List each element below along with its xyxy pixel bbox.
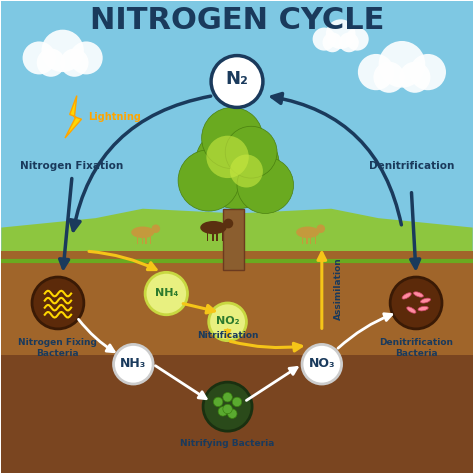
Circle shape (114, 345, 153, 384)
Circle shape (390, 277, 442, 329)
FancyArrowPatch shape (70, 96, 211, 230)
Circle shape (410, 54, 446, 90)
Text: NITROGEN CYCLE: NITROGEN CYCLE (90, 6, 384, 35)
FancyBboxPatch shape (142, 236, 143, 244)
Ellipse shape (200, 221, 227, 234)
Circle shape (232, 397, 242, 407)
Circle shape (211, 55, 263, 108)
Circle shape (237, 157, 293, 213)
FancyBboxPatch shape (221, 232, 223, 241)
Text: NO₂: NO₂ (216, 316, 239, 326)
Text: N₂: N₂ (226, 70, 248, 88)
Circle shape (23, 41, 55, 74)
FancyBboxPatch shape (315, 236, 316, 244)
Circle shape (326, 19, 356, 49)
FancyBboxPatch shape (145, 236, 146, 244)
FancyArrowPatch shape (338, 314, 392, 348)
Circle shape (152, 225, 160, 233)
Ellipse shape (418, 306, 428, 311)
FancyArrowPatch shape (318, 253, 326, 328)
FancyBboxPatch shape (216, 232, 218, 241)
Text: Denitrification
Bacteria: Denitrification Bacteria (379, 338, 453, 358)
Text: Nitrogen Fixing
Bacteria: Nitrogen Fixing Bacteria (18, 338, 97, 358)
FancyBboxPatch shape (150, 236, 151, 244)
Circle shape (322, 33, 342, 52)
Circle shape (346, 27, 369, 51)
FancyArrowPatch shape (79, 319, 114, 352)
FancyArrowPatch shape (155, 366, 206, 399)
FancyBboxPatch shape (207, 232, 208, 241)
Circle shape (223, 404, 232, 414)
FancyBboxPatch shape (310, 236, 311, 244)
Circle shape (223, 219, 233, 228)
Text: Assimilation: Assimilation (334, 257, 343, 320)
FancyArrowPatch shape (246, 367, 297, 401)
Circle shape (195, 124, 279, 209)
Circle shape (178, 150, 239, 211)
Circle shape (41, 30, 84, 72)
Circle shape (339, 33, 359, 52)
Circle shape (230, 155, 263, 188)
Circle shape (358, 54, 394, 90)
Circle shape (203, 382, 252, 431)
Circle shape (379, 41, 425, 88)
Circle shape (374, 62, 404, 93)
Ellipse shape (407, 307, 416, 313)
FancyArrowPatch shape (411, 192, 419, 268)
FancyBboxPatch shape (137, 236, 138, 244)
FancyArrowPatch shape (230, 341, 301, 351)
Circle shape (36, 48, 65, 77)
Circle shape (218, 407, 228, 416)
Text: Nitrifying Bacteria: Nitrifying Bacteria (181, 438, 275, 447)
FancyArrowPatch shape (272, 93, 401, 225)
Ellipse shape (296, 227, 319, 238)
Circle shape (228, 409, 237, 419)
Text: Nitrogen Fixation: Nitrogen Fixation (20, 161, 124, 171)
Circle shape (225, 126, 277, 178)
Circle shape (201, 108, 263, 169)
Circle shape (302, 345, 342, 384)
FancyBboxPatch shape (212, 232, 214, 241)
Ellipse shape (402, 293, 411, 299)
Circle shape (206, 136, 249, 178)
FancyArrowPatch shape (183, 304, 214, 313)
Text: Denitrification: Denitrification (369, 161, 454, 171)
Circle shape (399, 62, 430, 93)
Text: NO₃: NO₃ (309, 357, 335, 370)
Circle shape (209, 303, 246, 341)
Circle shape (223, 392, 232, 402)
Circle shape (60, 48, 89, 77)
Circle shape (313, 27, 336, 51)
FancyArrowPatch shape (89, 251, 156, 270)
FancyBboxPatch shape (223, 209, 244, 270)
FancyBboxPatch shape (302, 236, 303, 244)
Circle shape (32, 277, 84, 329)
FancyBboxPatch shape (1, 1, 473, 261)
Polygon shape (65, 96, 82, 138)
Circle shape (213, 397, 223, 407)
Text: NH₃: NH₃ (120, 357, 146, 370)
Polygon shape (1, 209, 473, 261)
Circle shape (70, 41, 103, 74)
Ellipse shape (420, 298, 430, 303)
Text: Nitrification: Nitrification (197, 331, 258, 340)
Ellipse shape (413, 292, 423, 297)
FancyArrowPatch shape (60, 179, 72, 268)
FancyBboxPatch shape (1, 355, 473, 473)
Text: Lightning: Lightning (89, 112, 141, 122)
Circle shape (145, 273, 188, 315)
Circle shape (317, 225, 325, 233)
Text: NH₄: NH₄ (155, 288, 178, 298)
Ellipse shape (131, 227, 155, 238)
FancyBboxPatch shape (1, 251, 473, 355)
FancyBboxPatch shape (307, 236, 308, 244)
